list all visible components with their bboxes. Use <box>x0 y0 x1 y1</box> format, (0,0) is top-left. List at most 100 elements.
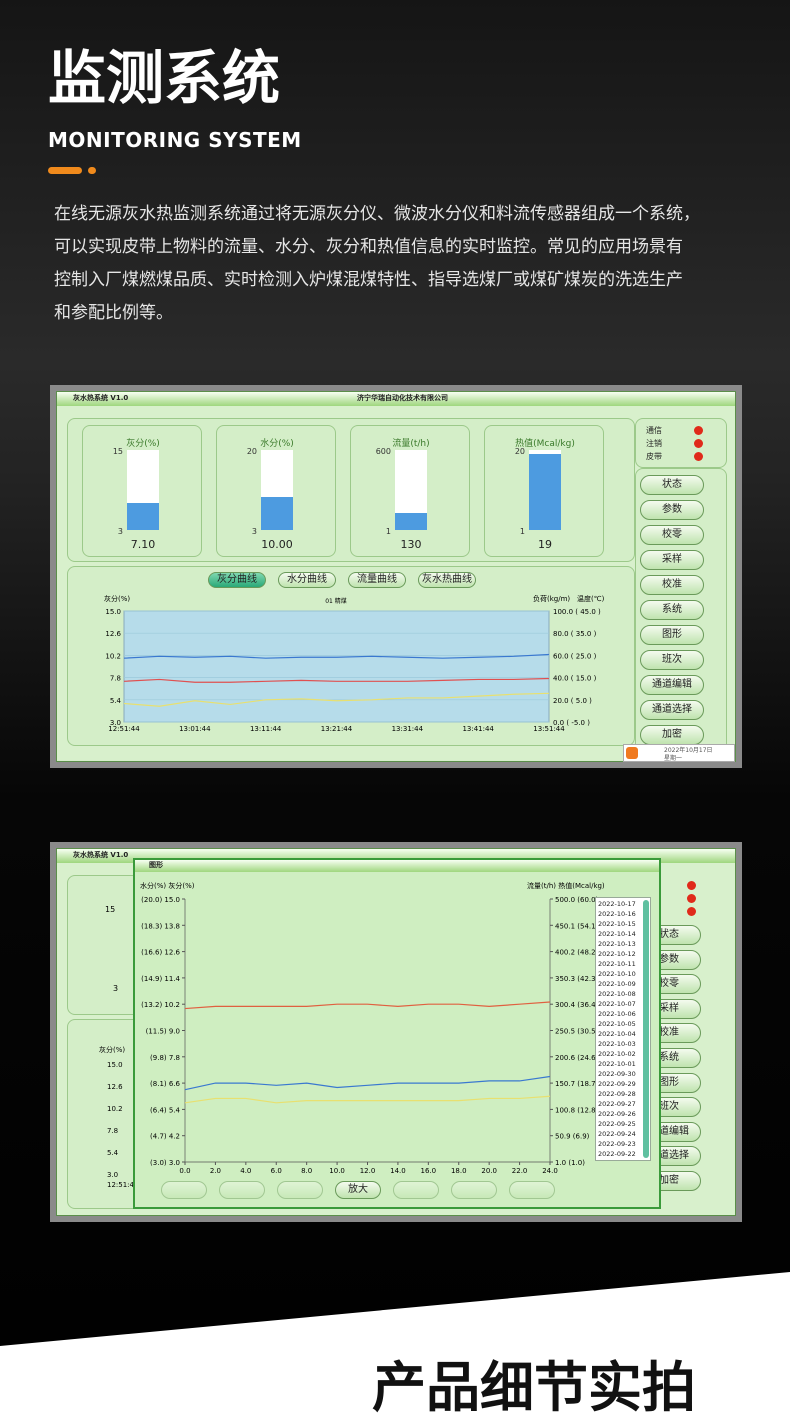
control-button[interactable] <box>219 1181 265 1199</box>
description-line: 和参配比例等。 <box>54 303 173 323</box>
y-tick-label: 5.4 <box>110 697 122 705</box>
status-light <box>694 426 703 435</box>
menu-button[interactable]: 状态 <box>640 475 704 495</box>
date-item[interactable]: 2022-09-23 <box>598 1140 636 1148</box>
x-tick-label: 20.0 <box>481 1167 497 1175</box>
y-tick-label: 10.2 <box>105 652 121 660</box>
date-item[interactable]: 2022-10-11 <box>598 960 636 968</box>
date-item[interactable]: 2022-09-27 <box>598 1100 636 1108</box>
background-label: 灰分(%) <box>99 1046 126 1054</box>
control-button[interactable] <box>277 1181 323 1199</box>
y-tick-label: 3.0 <box>110 719 121 727</box>
date-item[interactable]: 2022-10-17 <box>598 900 636 908</box>
date-item[interactable]: 2022-10-12 <box>598 950 636 958</box>
status-light <box>694 452 703 461</box>
date-item[interactable]: 2022-10-16 <box>598 910 636 918</box>
status-label: 通信 <box>646 426 662 435</box>
x-tick-label: 4.0 <box>240 1167 251 1175</box>
curve-chart: 01 精煤 灰分(%) 负荷(kg/m) 温度(℃) 15.0 100.0 ( 45.0 … <box>104 594 605 733</box>
menu-button[interactable]: 系统 <box>640 600 704 620</box>
curve-tab[interactable]: 灰分曲线 <box>208 572 266 588</box>
graph-window: 图形 水分(%) 灰分(%) 流量(t/h) 热值(Mcal/kg) (20.0) 1… <box>133 858 661 1209</box>
data-line <box>184 1075 551 1091</box>
title-bar: 灰水热系统 V1.0 济宁华瑞自动化技术有限公司 <box>57 392 735 406</box>
date-item[interactable]: 2022-10-05 <box>598 1020 636 1028</box>
menu-button[interactable]: 校准 <box>640 575 704 595</box>
curve-tab[interactable]: 流量曲线 <box>348 572 406 588</box>
y2-axis-label: 流量(t/h) 热值(Mcal/kg) <box>527 881 605 890</box>
x-tick-label: 6.0 <box>271 1167 282 1175</box>
control-button[interactable]: 放大 <box>335 1181 381 1199</box>
date-item[interactable]: 2022-10-09 <box>598 980 636 988</box>
y-tick-label: (6.4) 5.4 <box>150 1106 180 1114</box>
status-light <box>687 894 696 903</box>
x-tick-label: 12:51:44 <box>108 725 140 733</box>
menu-button[interactable]: 班次 <box>640 650 704 670</box>
background-tick: 12:51:44 <box>107 1181 139 1189</box>
x-tick-label: 14.0 <box>390 1167 406 1175</box>
date-item[interactable]: 2022-10-02 <box>598 1050 636 1058</box>
menu-button[interactable]: 参数 <box>640 500 704 520</box>
date-item[interactable]: 2022-10-07 <box>598 1000 636 1008</box>
y2-tick-label: 150.7 (18.7) <box>555 1080 599 1088</box>
menu-button[interactable]: 加密 <box>640 725 704 745</box>
status-label: 注销 <box>646 439 662 448</box>
y2-tick-label: 1.0 (1.0) <box>555 1159 585 1167</box>
data-line <box>123 677 550 683</box>
date-item[interactable]: 2022-09-24 <box>598 1130 636 1138</box>
control-button[interactable] <box>393 1181 439 1199</box>
date-item[interactable]: 2022-09-30 <box>598 1070 636 1078</box>
data-line <box>184 1095 551 1104</box>
gauge-max: 20 <box>246 447 257 456</box>
y2-tick-label: 100.8 (12.8) <box>555 1106 599 1114</box>
date-item[interactable]: 2022-10-08 <box>598 990 636 998</box>
gauge-fill <box>529 454 561 530</box>
gauge-min: 1 <box>519 527 525 536</box>
date-item[interactable]: 2022-10-14 <box>598 930 636 938</box>
gauge-box: 水分(%) 20 3 10.00 <box>216 425 336 557</box>
status-light <box>694 439 703 448</box>
taskbar-icon <box>626 747 638 759</box>
curve-tab[interactable]: 灰水热曲线 <box>418 572 476 588</box>
date-item[interactable]: 2022-09-26 <box>598 1110 636 1118</box>
menu-button[interactable]: 通道编辑 <box>640 675 704 695</box>
menu-button[interactable]: 图形 <box>640 625 704 645</box>
menu-button[interactable]: 校零 <box>640 525 704 545</box>
y-axis-label: 水分(%) 灰分(%) <box>140 881 195 890</box>
gauge-value: 130 <box>400 538 422 551</box>
curve-tab[interactable]: 水分曲线 <box>278 572 336 588</box>
date-item[interactable]: 2022-10-13 <box>598 940 636 948</box>
menu-button[interactable]: 通道选择 <box>640 700 704 720</box>
control-button[interactable] <box>161 1181 207 1199</box>
scrollbar <box>643 900 649 1158</box>
date-item[interactable]: 2022-10-15 <box>598 920 636 928</box>
date-item[interactable]: 2022-09-29 <box>598 1080 636 1088</box>
gauge-value: 19 <box>538 538 552 551</box>
y2-tick-label: 300.4 (36.4) <box>555 1001 599 1009</box>
gauge-box: 热值(Mcal/kg) 20 1 19 <box>484 425 604 557</box>
y2-tick-label: 400.2 (48.2) <box>555 949 599 957</box>
date-item[interactable]: 2022-09-22 <box>598 1150 636 1158</box>
date-item[interactable]: 2022-10-04 <box>598 1030 636 1038</box>
y-tick-label: (11.5) 9.0 <box>146 1028 180 1036</box>
y-tick-label: (13.2) 10.2 <box>141 1001 180 1009</box>
accent-dot <box>88 167 96 174</box>
gauge-bar <box>261 450 293 530</box>
y2-tick-label: 250.5 (30.5) <box>555 1028 599 1036</box>
company-name: 济宁华瑞自动化技术有限公司 <box>357 394 448 402</box>
date-item[interactable]: 2022-10-03 <box>598 1040 636 1048</box>
y2-tick-label: 350.3 (42.3) <box>555 975 599 983</box>
date-item[interactable]: 2022-10-06 <box>598 1010 636 1018</box>
date-item[interactable]: 2022-09-25 <box>598 1120 636 1128</box>
date-item[interactable]: 2022-09-28 <box>598 1090 636 1098</box>
description-line: 可以实现皮带上物料的流量、水分、灰分和热值信息的实时监控。常见的应用场景有 <box>54 237 683 257</box>
taskbar: 2022年10月17日 星期一 <box>623 744 735 762</box>
control-button[interactable] <box>451 1181 497 1199</box>
x-tick-label: 13:41:44 <box>462 725 494 733</box>
page-title: 监测系统 <box>48 44 281 112</box>
date-item[interactable]: 2022-10-01 <box>598 1060 636 1068</box>
menu-button[interactable]: 采样 <box>640 550 704 570</box>
y-axis-label: 灰分(%) <box>104 594 130 603</box>
date-item[interactable]: 2022-10-10 <box>598 970 636 978</box>
control-button[interactable] <box>509 1181 555 1199</box>
